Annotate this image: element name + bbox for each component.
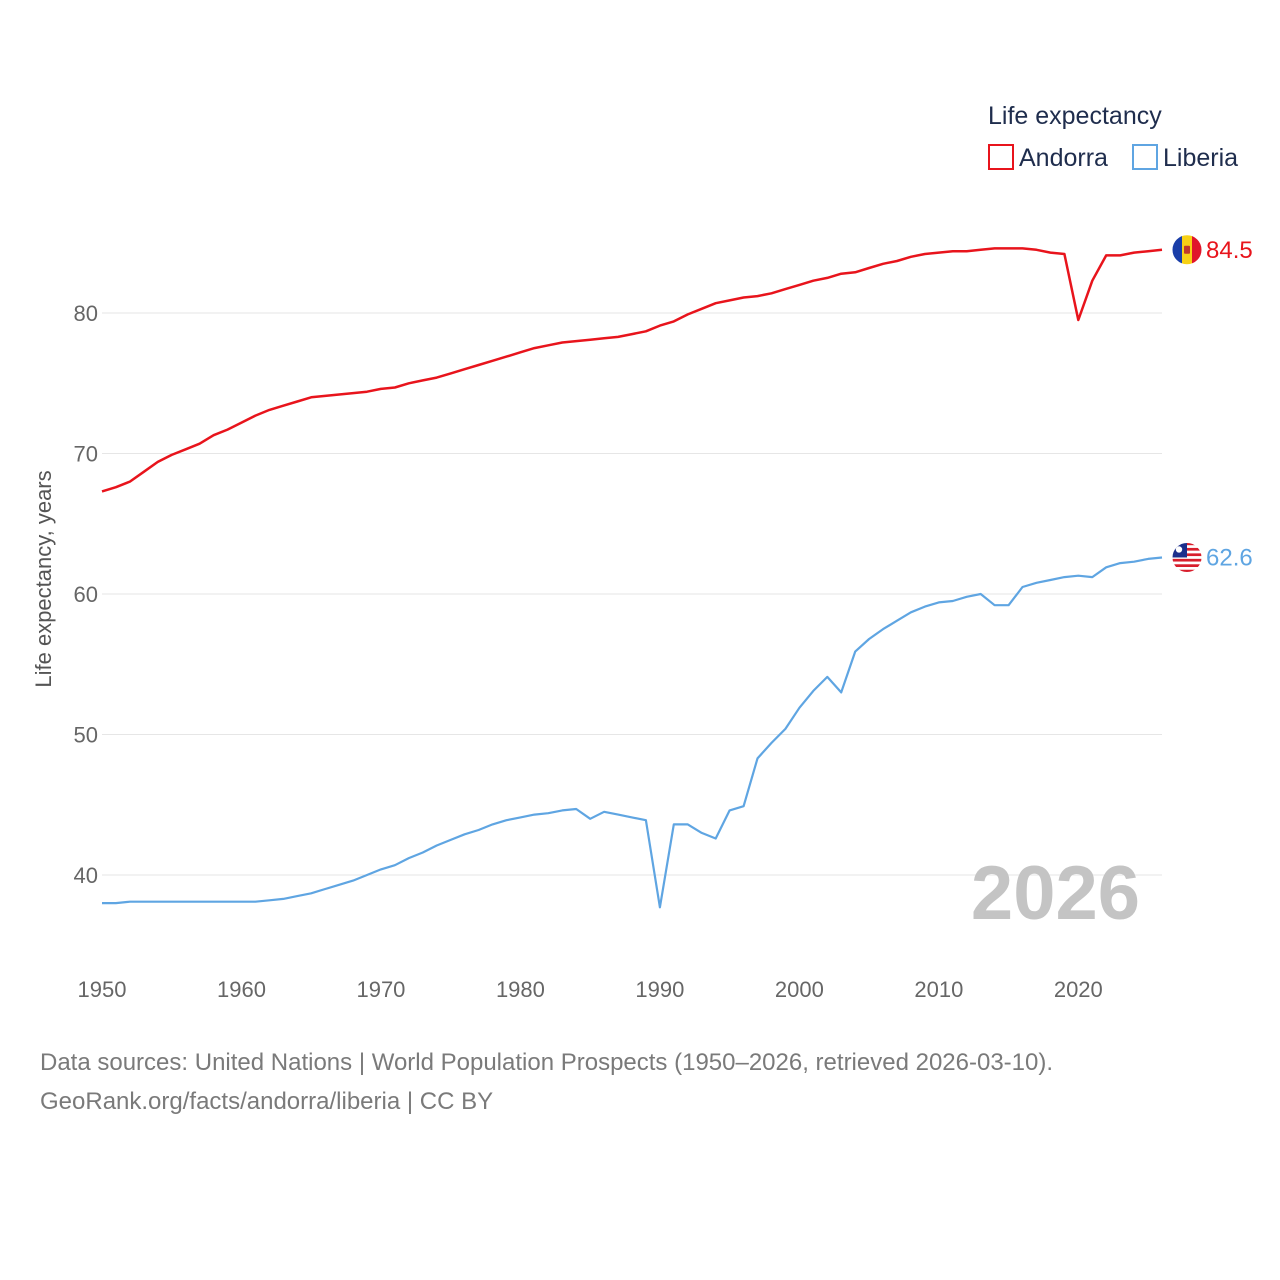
andorra-flag-icon xyxy=(1171,234,1203,266)
series-lines xyxy=(101,247,1163,909)
legend-swatch-andorra xyxy=(988,144,1014,170)
y-tick-label-70: 70 xyxy=(74,442,98,467)
x-tick-label-1970: 1970 xyxy=(356,977,405,1002)
legend: Life expectancy Andorra Liberia xyxy=(988,102,1238,172)
year-watermark: 2026 xyxy=(971,851,1140,936)
series-line-liberia[interactable] xyxy=(102,556,1163,909)
x-tick-label-1950: 1950 xyxy=(78,977,127,1002)
source-link[interactable]: GeoRank.org/facts/andorra/liberia | CC B… xyxy=(40,1088,494,1115)
x-tick-label-1960: 1960 xyxy=(217,977,266,1002)
line-chart: 40 50 60 70 80 1950 1960 1970 1980 1990 2000 2010 2… xyxy=(31,102,1253,1002)
series-line-andorra[interactable] xyxy=(101,247,1163,493)
legend-item-liberia[interactable]: Liberia xyxy=(1132,144,1238,172)
data-source-note: Data sources: United Nations | World Pop… xyxy=(40,1049,1054,1076)
liberia-flag-icon xyxy=(1171,541,1203,573)
y-tick-label-60: 60 xyxy=(74,582,98,607)
x-tick-label-2020: 2020 xyxy=(1054,977,1103,1002)
y-gridlines xyxy=(102,312,1162,876)
x-tick-label-1980: 1980 xyxy=(496,977,545,1002)
chart-footer: Data sources: United Nations | World Pop… xyxy=(40,1043,1240,1121)
legend-label-andorra: Andorra xyxy=(1019,144,1108,172)
x-tick-label-2000: 2000 xyxy=(775,977,824,1002)
end-label-liberia: 62.6 xyxy=(1206,544,1253,571)
legend-title: Life expectancy xyxy=(988,102,1162,130)
x-tick-labels: 1950 1960 1970 1980 1990 2000 2010 2020 xyxy=(78,977,1103,1002)
legend-swatch-liberia xyxy=(1132,144,1158,170)
legend-label-liberia: Liberia xyxy=(1163,144,1238,172)
y-tick-label-40: 40 xyxy=(74,863,98,888)
x-tick-label-2010: 2010 xyxy=(914,977,963,1002)
y-tick-labels: 40 50 60 70 80 xyxy=(74,301,98,888)
y-tick-label-80: 80 xyxy=(74,301,98,326)
legend-item-andorra[interactable]: Andorra xyxy=(988,144,1108,172)
series-end-markers: 84.5 62.6 xyxy=(1171,234,1253,573)
end-label-andorra: 84.5 xyxy=(1206,237,1253,264)
x-tick-label-1990: 1990 xyxy=(635,977,684,1002)
y-axis-label: Life expectancy, years xyxy=(31,470,56,687)
y-tick-label-50: 50 xyxy=(74,723,98,748)
